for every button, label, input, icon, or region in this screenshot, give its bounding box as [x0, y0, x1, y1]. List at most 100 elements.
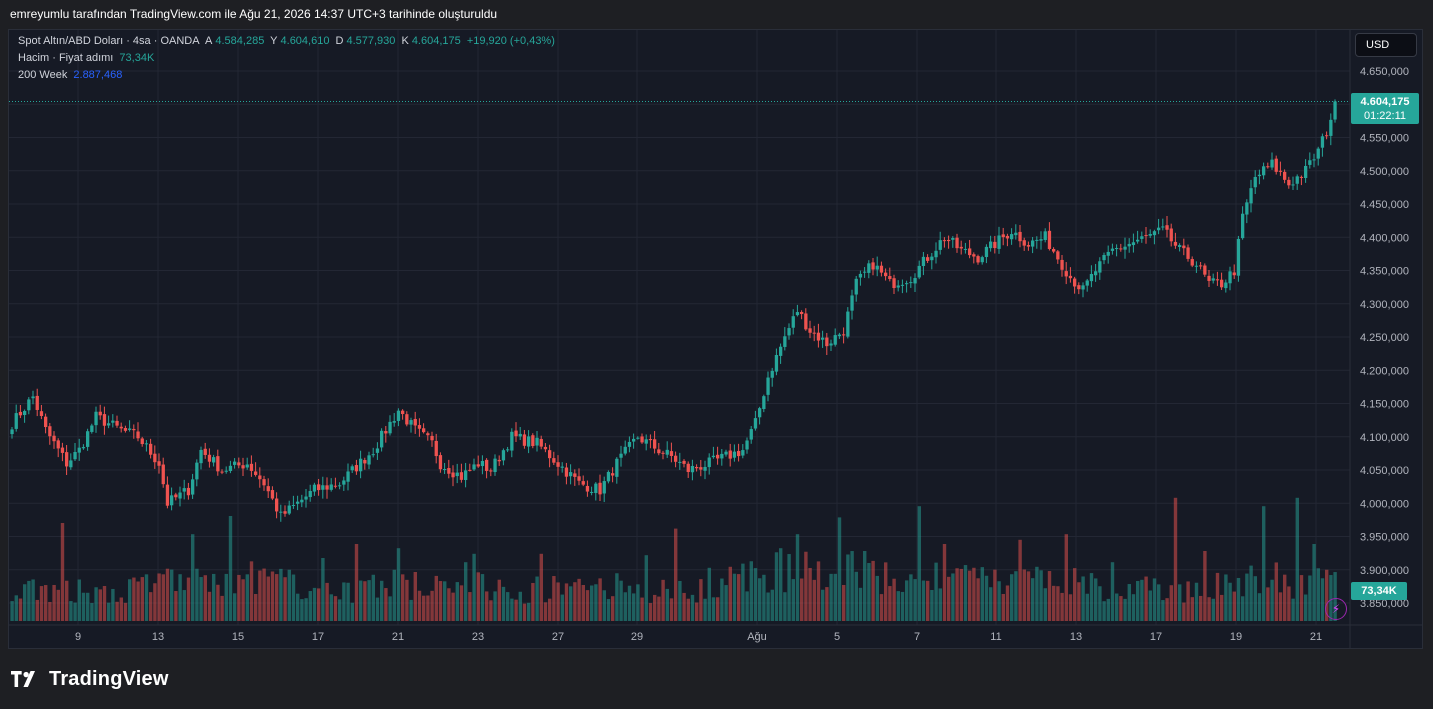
- candle-body: [695, 467, 699, 469]
- volume-bar: [485, 591, 489, 621]
- bar-countdown: 01:22:11: [1363, 110, 1406, 122]
- volume-bar: [972, 567, 976, 621]
- legend-change: +19,920 (+0,43%): [466, 35, 555, 47]
- candle-body: [144, 443, 149, 445]
- volume-bar: [102, 586, 107, 621]
- candle-body: [1035, 239, 1039, 241]
- legend-low-value: 4.577,930: [346, 35, 396, 47]
- legend-ohlc[interactable]: Spot Altın/ABD Doları · 4sa · OANDA A 4.5…: [18, 35, 558, 47]
- candle-body: [1119, 248, 1123, 250]
- legend-ma-value: 2.887,468: [73, 69, 123, 81]
- candle-body: [237, 462, 241, 466]
- volume-bar: [1287, 586, 1291, 621]
- candle-body: [665, 449, 669, 455]
- candle-body: [241, 465, 245, 469]
- candle-body: [879, 265, 884, 273]
- volume-bars: [10, 497, 1337, 621]
- candle-body: [409, 420, 413, 425]
- volume-bar: [1308, 575, 1312, 621]
- volume-bar: [170, 569, 174, 621]
- legend-symbol[interactable]: Spot Altın/ABD Doları · 4sa · OANDA: [18, 35, 200, 47]
- volume-bar: [44, 585, 48, 621]
- candle-body: [405, 414, 409, 425]
- volume-bar: [262, 568, 266, 621]
- candle-body: [548, 450, 552, 459]
- volume-bar: [430, 590, 434, 621]
- candle-body: [123, 428, 128, 431]
- candle-body: [1165, 225, 1169, 230]
- legend-volume[interactable]: Hacim · Fiyat adımı 73,34K: [18, 52, 157, 64]
- volume-bar: [81, 592, 86, 621]
- chart-area[interactable]: 4.650,0004.600,0004.550,0004.500,0004.45…: [8, 29, 1423, 649]
- candle-body: [606, 471, 611, 482]
- volume-bar: [459, 585, 464, 621]
- legend-high-label: Y: [270, 35, 278, 47]
- volume-bar: [476, 572, 480, 621]
- legend-ma-label[interactable]: 200 Week: [18, 69, 68, 81]
- candle-body: [1161, 226, 1165, 228]
- currency-button[interactable]: USD: [1355, 33, 1417, 57]
- volume-bar: [493, 591, 497, 621]
- volume-bar: [522, 603, 527, 621]
- volume-bar: [1068, 594, 1073, 621]
- candles: [10, 99, 1337, 522]
- candle-body: [972, 254, 976, 257]
- candle-body: [296, 501, 300, 504]
- candle-body: [212, 457, 216, 463]
- candle-body: [56, 440, 60, 449]
- candle-body: [1039, 239, 1043, 241]
- volume-bar: [1014, 571, 1018, 621]
- volume-bar: [115, 601, 119, 621]
- volume-bar: [312, 587, 317, 621]
- volume-bar: [552, 576, 556, 621]
- volume-bar: [254, 593, 258, 621]
- volume-bar: [468, 592, 472, 621]
- volume-bar: [48, 601, 52, 621]
- volume-bar: [1257, 593, 1262, 621]
- volume-bar: [1299, 575, 1304, 621]
- price-axis-label: 4.050,000: [1360, 465, 1409, 477]
- price-axis-label: 4.550,000: [1360, 133, 1409, 145]
- candle-body: [514, 430, 518, 437]
- volume-bar: [1228, 582, 1232, 621]
- candle-body: [308, 491, 312, 498]
- candle-body: [434, 440, 438, 457]
- candle-body: [39, 411, 44, 416]
- candle-body: [338, 485, 342, 487]
- volume-bar: [942, 544, 947, 621]
- tradingview-logo[interactable]: TradingView: [11, 667, 169, 691]
- volume-bar: [527, 602, 531, 621]
- volume-bar: [1022, 569, 1026, 621]
- candle-body: [585, 485, 590, 492]
- volume-bar: [959, 568, 963, 621]
- volume-bar: [1035, 566, 1039, 621]
- legend-low-label: D: [335, 35, 344, 47]
- volume-bar: [598, 578, 602, 621]
- candle-body: [245, 464, 249, 468]
- candle-body: [1295, 176, 1299, 184]
- candle-body: [871, 262, 875, 270]
- volume-bar: [73, 602, 77, 621]
- time-axis-label: 11: [990, 631, 1001, 643]
- volume-bar: [464, 562, 468, 621]
- volume-bar: [1152, 578, 1157, 621]
- time-axis-label: 29: [631, 631, 643, 643]
- volume-bar: [1249, 565, 1253, 621]
- volume-bar: [594, 584, 598, 621]
- legend-volume-label[interactable]: Hacim · Fiyat adımı: [18, 52, 114, 64]
- price-chart[interactable]: 4.650,0004.600,0004.550,0004.500,0004.45…: [9, 30, 1423, 649]
- candle-body: [602, 481, 606, 494]
- volume-bar: [123, 602, 128, 621]
- candle-body: [23, 410, 27, 415]
- candle-body: [745, 440, 749, 450]
- candle-body: [703, 466, 707, 471]
- lightning-icon[interactable]: ⚡: [1325, 598, 1347, 620]
- volume-bar: [1018, 539, 1022, 621]
- volume-bar: [1270, 579, 1274, 621]
- candle-body: [581, 481, 585, 485]
- candle-body: [753, 418, 758, 429]
- price-axis-label: 4.300,000: [1360, 299, 1409, 311]
- volume-bar: [1207, 597, 1211, 621]
- legend-ma[interactable]: 200 Week 2.887,468: [18, 69, 125, 81]
- volume-bar: [531, 582, 535, 621]
